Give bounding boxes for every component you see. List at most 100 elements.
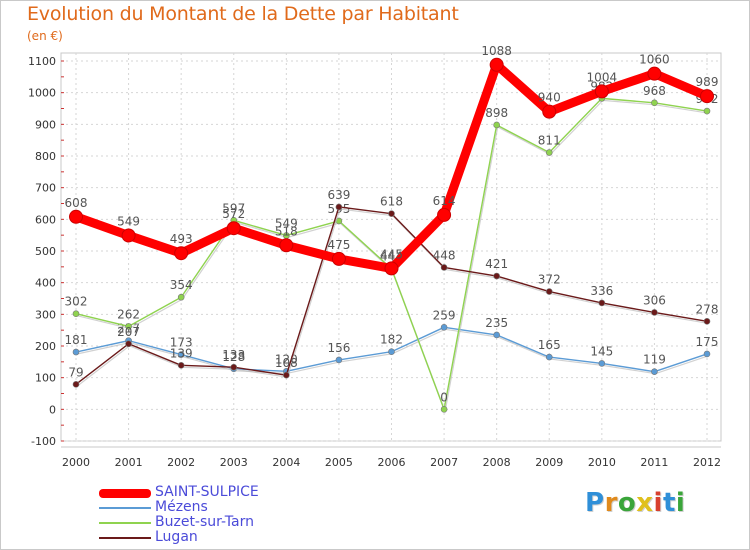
data-point	[125, 323, 132, 330]
data-point	[598, 299, 606, 307]
data-label: 119	[643, 353, 666, 367]
data-point	[125, 340, 132, 348]
x-tick-label: 2011	[640, 456, 668, 469]
data-label: 139	[170, 346, 193, 360]
y-tick-label: 1100	[28, 55, 56, 68]
y-tick-label: 500	[35, 245, 56, 258]
data-point	[177, 362, 185, 369]
data-point	[72, 381, 80, 388]
data-point	[335, 356, 343, 364]
data-label: 79	[68, 365, 83, 379]
data-label: 156	[327, 341, 350, 355]
data-label: 182	[380, 333, 403, 347]
y-tick-label: 100	[35, 372, 56, 385]
data-point	[121, 228, 136, 243]
data-label: 549	[117, 214, 140, 228]
data-point	[174, 246, 189, 261]
data-point	[598, 360, 606, 367]
data-point	[594, 84, 609, 99]
data-label: 898	[485, 106, 508, 120]
data-point	[493, 331, 500, 339]
data-label: 1060	[639, 53, 670, 67]
data-point	[440, 264, 448, 271]
data-label: 614	[433, 194, 456, 208]
data-label: 518	[275, 224, 298, 238]
legend-swatch	[99, 488, 151, 498]
data-label: 549	[275, 216, 298, 230]
data-label: 302	[65, 295, 88, 309]
data-label: 306	[643, 293, 666, 307]
data-point	[226, 221, 241, 236]
data-point	[384, 261, 399, 276]
data-label: 262	[117, 307, 140, 321]
data-label: 445	[380, 247, 403, 261]
data-label: 968	[643, 84, 666, 98]
data-point	[545, 288, 553, 295]
data-point	[437, 207, 452, 222]
y-tick-label: 800	[35, 150, 56, 163]
data-point	[230, 363, 238, 371]
legend-label: Buzet-sur-Tarn	[155, 514, 254, 530]
x-tick-label: 2010	[588, 456, 616, 469]
data-point	[493, 121, 500, 129]
data-point	[440, 406, 448, 413]
data-point	[647, 66, 662, 81]
data-label: 181	[65, 333, 88, 347]
legend-swatch	[99, 507, 151, 509]
data-label: 165	[538, 338, 561, 352]
proxiti-logo: Proxiti	[585, 488, 686, 518]
y-tick-label: 200	[35, 340, 56, 353]
y-tick-label: 0	[49, 403, 56, 416]
data-label: 618	[380, 195, 403, 209]
data-label: 0	[440, 390, 448, 404]
data-point	[388, 210, 395, 217]
y-tick-label: 400	[35, 277, 56, 290]
y-tick-label: 300	[35, 308, 56, 321]
legend-label: Mézens	[155, 499, 208, 515]
data-label: 235	[485, 316, 508, 330]
data-point	[331, 251, 346, 266]
data-point	[703, 107, 711, 115]
x-tick-label: 2007	[430, 456, 458, 469]
data-point	[700, 89, 714, 104]
legend-swatch	[99, 522, 151, 524]
data-point	[493, 272, 500, 280]
legend-swatch	[99, 537, 151, 539]
data-point	[651, 99, 658, 107]
x-tick-label: 2008	[483, 456, 511, 469]
data-label: 336	[590, 284, 613, 298]
data-label: 278	[696, 302, 719, 316]
data-point	[651, 309, 658, 316]
data-label: 173	[170, 336, 193, 350]
x-tick-label: 2002	[167, 456, 195, 469]
data-point	[651, 368, 658, 375]
data-label: 421	[485, 257, 508, 271]
legend-label: SAINT-SULPICE	[155, 484, 259, 500]
data-point	[72, 310, 80, 318]
data-label: 372	[538, 273, 561, 287]
data-label: 259	[433, 308, 456, 322]
data-point	[72, 348, 80, 356]
data-label: 597	[222, 201, 245, 215]
x-tick-label: 2009	[535, 456, 563, 469]
y-tick-label: -100	[31, 435, 56, 448]
data-label: 475	[327, 238, 350, 252]
data-label: 128	[222, 350, 245, 364]
data-point	[545, 353, 553, 361]
chart-title: Evolution du Montant de la Dette par Hab…	[27, 3, 459, 25]
data-point	[703, 350, 711, 358]
x-tick-label: 2006	[378, 456, 406, 469]
data-label: 493	[170, 232, 193, 246]
data-label: 940	[538, 91, 561, 105]
data-label: 207	[117, 325, 140, 339]
data-point	[335, 203, 343, 211]
chart-subtitle: (en €)	[27, 29, 63, 43]
x-tick-label: 2012	[693, 456, 721, 469]
data-point	[177, 293, 185, 301]
x-tick-label: 2005	[325, 456, 353, 469]
data-label: 108	[275, 356, 298, 370]
data-label: 608	[65, 196, 88, 210]
legend-label: Lugan	[155, 529, 198, 545]
